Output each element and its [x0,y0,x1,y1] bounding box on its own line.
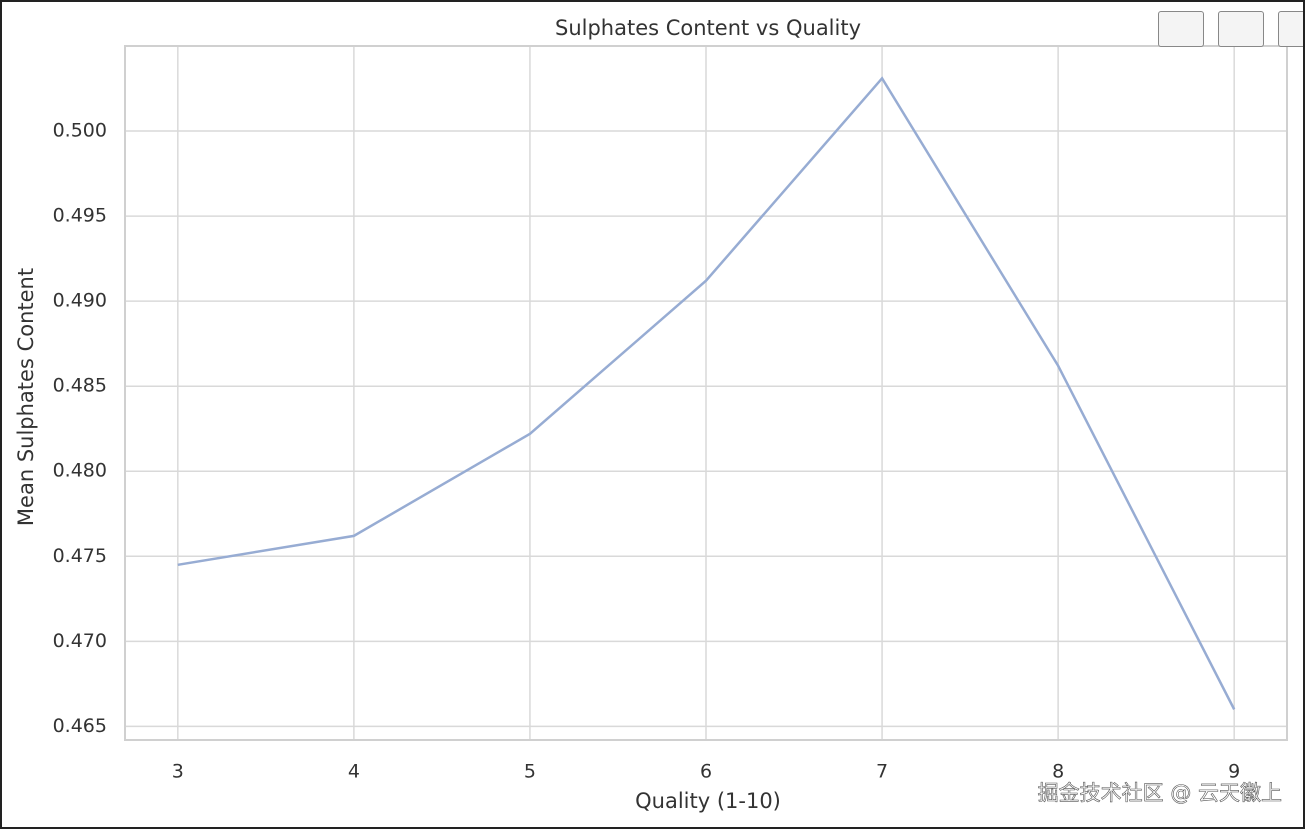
x-tick-label: 4 [348,761,360,783]
y-tick-label: 0.485 [53,375,107,397]
y-tick-label: 0.475 [53,545,107,567]
x-tick-label: 3 [172,761,184,783]
x-tick-label: 9 [1228,761,1240,783]
y-tick-label: 0.490 [53,290,107,312]
x-tick-label: 6 [700,761,712,783]
y-tick-label: 0.470 [53,630,107,652]
x-axis-label: Quality (1-10) [635,789,781,813]
x-tick-label: 8 [1052,761,1064,783]
y-axis-label: Mean Sulphates Content [14,268,38,526]
line [177,76,1236,710]
y-tick-label: 0.500 [53,120,107,142]
chart-button[interactable] [1218,11,1264,47]
y-tick-label: 0.465 [53,715,107,737]
watermark: 掘金技术社区 @ 云天徽上 [1038,781,1282,805]
save-button[interactable] [1278,11,1303,47]
y-tick-label: 0.480 [53,460,107,482]
y-tick-label: 0.495 [53,205,107,227]
plot-frame [124,45,1288,741]
chart-title: Sulphates Content vs Quality [555,16,861,40]
x-tick-label: 7 [876,761,888,783]
copy-button[interactable] [1158,11,1204,47]
x-tick-label: 5 [524,761,536,783]
